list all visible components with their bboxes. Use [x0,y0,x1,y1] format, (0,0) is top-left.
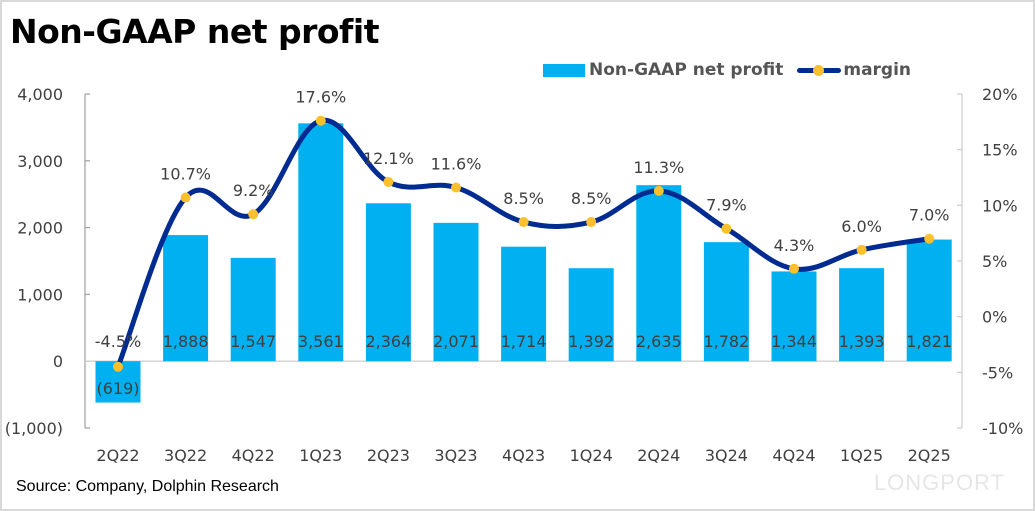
bar-value-label: 2,071 [433,332,479,351]
x-axis-tick-label: 3Q22 [164,446,207,465]
right-axis-tick-label: 10% [982,196,1018,215]
legend-line-swatch [797,65,842,76]
watermark: LONGPORT [873,470,1005,495]
left-axis-tick-label: 4,000 [17,85,63,104]
right-axis-tick-label: 5% [982,252,1007,271]
chart-title: Non-GAAP net profit [10,12,379,51]
margin-marker-3Q24 [721,223,732,234]
legend: Non-GAAP net profit margin [543,60,911,80]
margin-marker-2Q23 [383,176,394,187]
bar-1Q23 [298,123,344,362]
margin-marker-2Q24 [653,185,664,196]
bar-2Q24 [636,185,682,362]
margin-value-label: -4.5% [95,332,141,351]
margin-value-label: 8.5% [503,189,544,208]
bar-4Q23 [501,246,547,362]
x-axis-tick-label: 1Q23 [299,446,342,465]
left-axis-tick-label: 3,000 [17,152,63,171]
bar-value-label: 3,561 [298,332,344,351]
margin-value-label: 8.5% [571,189,612,208]
bar-value-label: 1,392 [568,332,614,351]
bar-value-label: 1,714 [501,332,547,351]
margin-marker-1Q24 [586,217,597,228]
margin-marker-3Q22 [180,192,191,203]
bar-value-label: 1,344 [771,332,817,351]
margin-marker-1Q25 [856,244,867,255]
x-axis-tick-label: 1Q25 [840,446,883,465]
margin-value-label: 9.2% [233,181,274,200]
margin-value-label: 17.6% [295,88,346,107]
bar-value-label: 2,635 [636,332,682,351]
x-axis-tick-label: 3Q23 [434,446,477,465]
bar-1Q25 [839,268,885,362]
bar-4Q22 [230,257,276,362]
bar-value-label: 1,782 [703,332,749,351]
bar-2Q23 [365,203,411,362]
x-axis-tick-label: 2Q25 [908,446,951,465]
left-axis-tick-label: 1,000 [17,285,63,304]
bar-1Q24 [568,268,614,362]
bar-value-label: 2,364 [365,332,411,351]
bar-3Q24 [703,242,749,362]
left-axis-tick-label: 0 [53,352,63,371]
margin-marker-4Q22 [248,209,259,220]
bar-value-label: (619) [96,379,139,398]
margin-value-label: 7.0% [909,206,950,225]
x-axis-tick-label: 2Q23 [367,446,410,465]
x-axis-tick-label: 1Q24 [570,446,613,465]
margin-marker-1Q23 [315,115,326,126]
margin-value-label: 6.0% [841,217,882,236]
x-axis-tick-label: 4Q22 [232,446,275,465]
right-axis-tick-label: 20% [982,85,1018,104]
legend-label-margin: margin [843,60,912,80]
margin-value-label: 4.3% [774,236,815,255]
margin-value-label: 10.7% [160,165,211,184]
x-axis-tick-label: 3Q24 [705,446,748,465]
right-axis-tick-label: -5% [982,363,1013,382]
bar-value-label: 1,821 [906,332,952,351]
margin-value-label: 11.3% [633,158,684,177]
margin-value-label: 11.6% [431,155,482,174]
bar-2Q25 [906,239,952,362]
margin-line [115,118,932,370]
bar-value-label: 1,393 [839,332,885,351]
bar-3Q23 [433,222,479,362]
source-note: Source: Company, Dolphin Research [16,478,279,495]
margin-marker-2Q22 [113,361,123,372]
right-axis-tick-label: 0% [982,308,1007,327]
left-axis-tick-label: (1,000) [5,419,63,438]
right-axis-tick-label: -10% [982,419,1023,438]
margin-marker-3Q23 [451,182,461,193]
x-axis-tick-label: 4Q24 [772,446,815,465]
legend-marker-icon [813,65,825,76]
legend-label-profit: Non-GAAP net profit [589,60,784,80]
margin-marker-4Q23 [518,217,529,228]
bar-3Q22 [163,235,209,362]
margin-value-label: 7.9% [706,196,747,215]
x-axis-tick-label: 2Q24 [637,446,680,465]
bar-value-label: 1,888 [163,332,209,351]
right-axis-tick-label: 15% [982,141,1018,160]
margin-marker-4Q24 [789,263,799,274]
left-axis-tick-label: 2,000 [17,219,63,238]
margin-value-label: 12.1% [363,149,414,168]
x-axis-tick-label: 4Q23 [502,446,545,465]
margin-marker-2Q25 [924,233,935,244]
x-axis-tick-label: 2Q22 [96,446,139,465]
bar-4Q24 [771,271,817,362]
legend-bar-swatch [543,63,585,77]
bar-value-label: 1,547 [230,332,276,351]
